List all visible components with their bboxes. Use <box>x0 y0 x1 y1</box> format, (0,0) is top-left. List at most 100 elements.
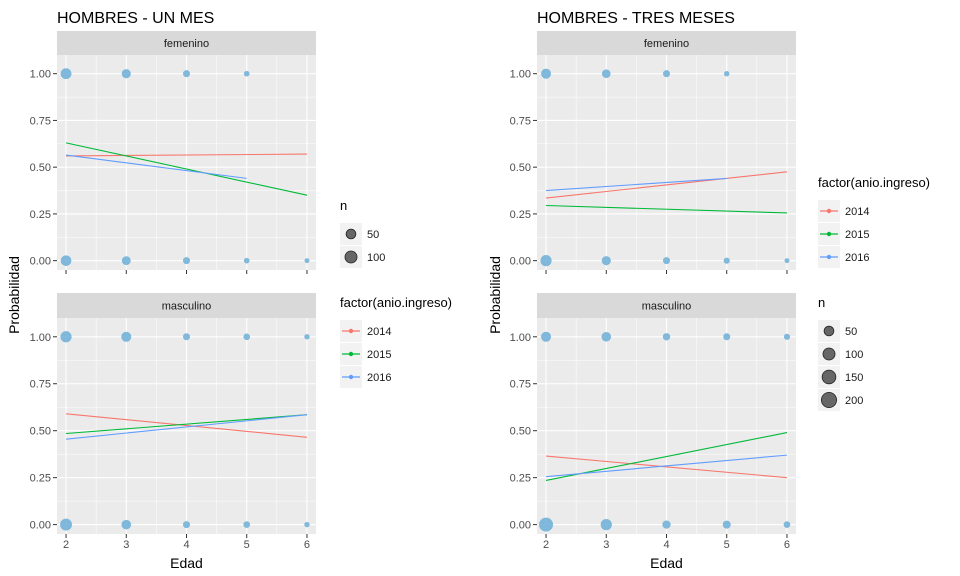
y-tick-label: 0.75 <box>510 379 531 391</box>
y-tick-label: 0.50 <box>510 162 531 174</box>
data-point <box>121 69 131 79</box>
facet-strip-label: masculino <box>162 301 212 313</box>
legend-title: factor(anio.ingreso) <box>340 295 452 310</box>
facet-strip <box>57 31 316 55</box>
y-tick-label: 0.00 <box>30 256 51 268</box>
x-axis-label: Edad <box>170 555 203 571</box>
legend-color-point <box>348 351 354 357</box>
x-tick-label: 6 <box>304 539 310 551</box>
y-tick-label: 0.25 <box>30 209 51 221</box>
data-point <box>662 520 671 529</box>
legend-size-symbol <box>344 250 358 264</box>
data-point <box>60 518 72 531</box>
legend-size-symbol <box>821 391 838 408</box>
data-point <box>722 520 731 529</box>
y-tick-label: 0.75 <box>510 115 531 127</box>
y-tick-label: 0.25 <box>30 473 51 485</box>
data-point <box>783 521 791 528</box>
data-point <box>541 331 552 342</box>
x-tick-label: 2 <box>63 539 69 551</box>
data-point <box>784 258 790 264</box>
x-tick-label: 3 <box>603 539 609 551</box>
series-line-2016 <box>65 154 247 179</box>
data-point <box>541 68 552 79</box>
chart-title: HOMBRES - TRES MESES <box>537 10 735 27</box>
chart-1: HOMBRES - UN MES femenino 0.00 0.25 0.50 0.75… <box>6 10 452 571</box>
data-point <box>60 255 72 266</box>
data-point <box>60 331 72 343</box>
legend-color: factor(anio.ingreso) 2014 2015 2016 <box>818 175 930 268</box>
data-point <box>662 257 671 265</box>
series-line-2015 <box>65 142 308 196</box>
facet-strip-label: femenino <box>164 38 209 50</box>
facet-strip-label: masculino <box>642 301 692 313</box>
legend-entry-label: 50 <box>845 326 857 338</box>
facet-strip <box>57 293 316 318</box>
legend-title: n <box>818 295 825 310</box>
chart-title: HOMBRES - UN MES <box>57 10 214 27</box>
series-line-2015 <box>546 204 787 214</box>
legend-size-symbol <box>822 347 836 361</box>
series-line-2015 <box>65 414 308 435</box>
data-point <box>540 255 552 267</box>
legend-entry-label: 50 <box>367 229 379 241</box>
legend-color-point <box>348 328 354 334</box>
data-point <box>182 257 191 265</box>
data-point <box>601 256 611 266</box>
y-tick-label: 0.00 <box>510 520 531 532</box>
series-line-2015 <box>545 432 788 482</box>
series-line-2014 <box>65 413 308 438</box>
data-point <box>243 70 250 77</box>
y-tick-label: 0.25 <box>510 209 531 221</box>
legend-entry-label: 100 <box>367 252 385 264</box>
x-tick-label: 4 <box>663 539 669 551</box>
x-tick-label: 4 <box>183 539 189 551</box>
facet-strip-label: femenino <box>644 38 689 50</box>
data-point <box>304 521 310 528</box>
y-tick-label: 0.50 <box>510 426 531 438</box>
y-axis-label: Probabilidad <box>487 256 503 334</box>
x-tick-label: 5 <box>244 539 250 551</box>
facet-femenino: femenino 0.00 0.25 0.50 0.75 1.00 <box>510 31 796 274</box>
facet-masculino: masculino 0.00 0.25 0.50 0.75 1.00 <box>510 293 796 538</box>
legend-color-point <box>826 231 832 237</box>
data-point <box>723 257 730 264</box>
y-tick-label: 0.50 <box>30 162 51 174</box>
data-point <box>182 333 191 341</box>
data-point <box>121 519 132 530</box>
data-point <box>243 257 250 264</box>
y-tick-label: 0.50 <box>30 426 51 438</box>
legend-entry-label: 150 <box>845 372 863 384</box>
legend-size-symbol <box>823 325 835 337</box>
legend-entry-label: 2014 <box>845 206 869 218</box>
data-point <box>243 333 251 341</box>
y-tick-label: 1.00 <box>510 69 531 81</box>
facet-masculino: masculino 0.00 0.25 0.50 0.75 1.00 <box>30 293 316 538</box>
legend-entry-label: 2015 <box>367 349 391 361</box>
data-point <box>243 521 251 528</box>
data-point <box>304 258 310 264</box>
series-line-2014 <box>66 153 307 157</box>
legend-entry-label: 2016 <box>845 252 869 264</box>
data-point <box>539 517 554 532</box>
legend-color-point <box>348 374 354 380</box>
legend-color: factor(anio.ingreso) 2014 2015 2016 <box>340 295 452 388</box>
legend-size: n 50 100 150 200 <box>818 295 863 411</box>
data-point <box>783 333 791 340</box>
y-tick-label: 0.25 <box>510 473 531 485</box>
legend-title: n <box>340 198 347 213</box>
data-point <box>121 331 132 342</box>
legend-color-point <box>826 208 832 214</box>
y-tick-label: 0.75 <box>30 115 51 127</box>
x-tick-label: 6 <box>784 539 790 551</box>
y-tick-label: 1.00 <box>30 332 51 344</box>
series-line-2014 <box>545 455 788 479</box>
legend-entry-label: 2014 <box>367 326 391 338</box>
x-axis-label: Edad <box>650 555 683 571</box>
data-point <box>601 331 612 342</box>
x-tick-label: 2 <box>543 539 549 551</box>
x-tick-label: 3 <box>123 539 129 551</box>
data-point <box>662 70 671 78</box>
y-tick-label: 0.00 <box>510 256 531 268</box>
